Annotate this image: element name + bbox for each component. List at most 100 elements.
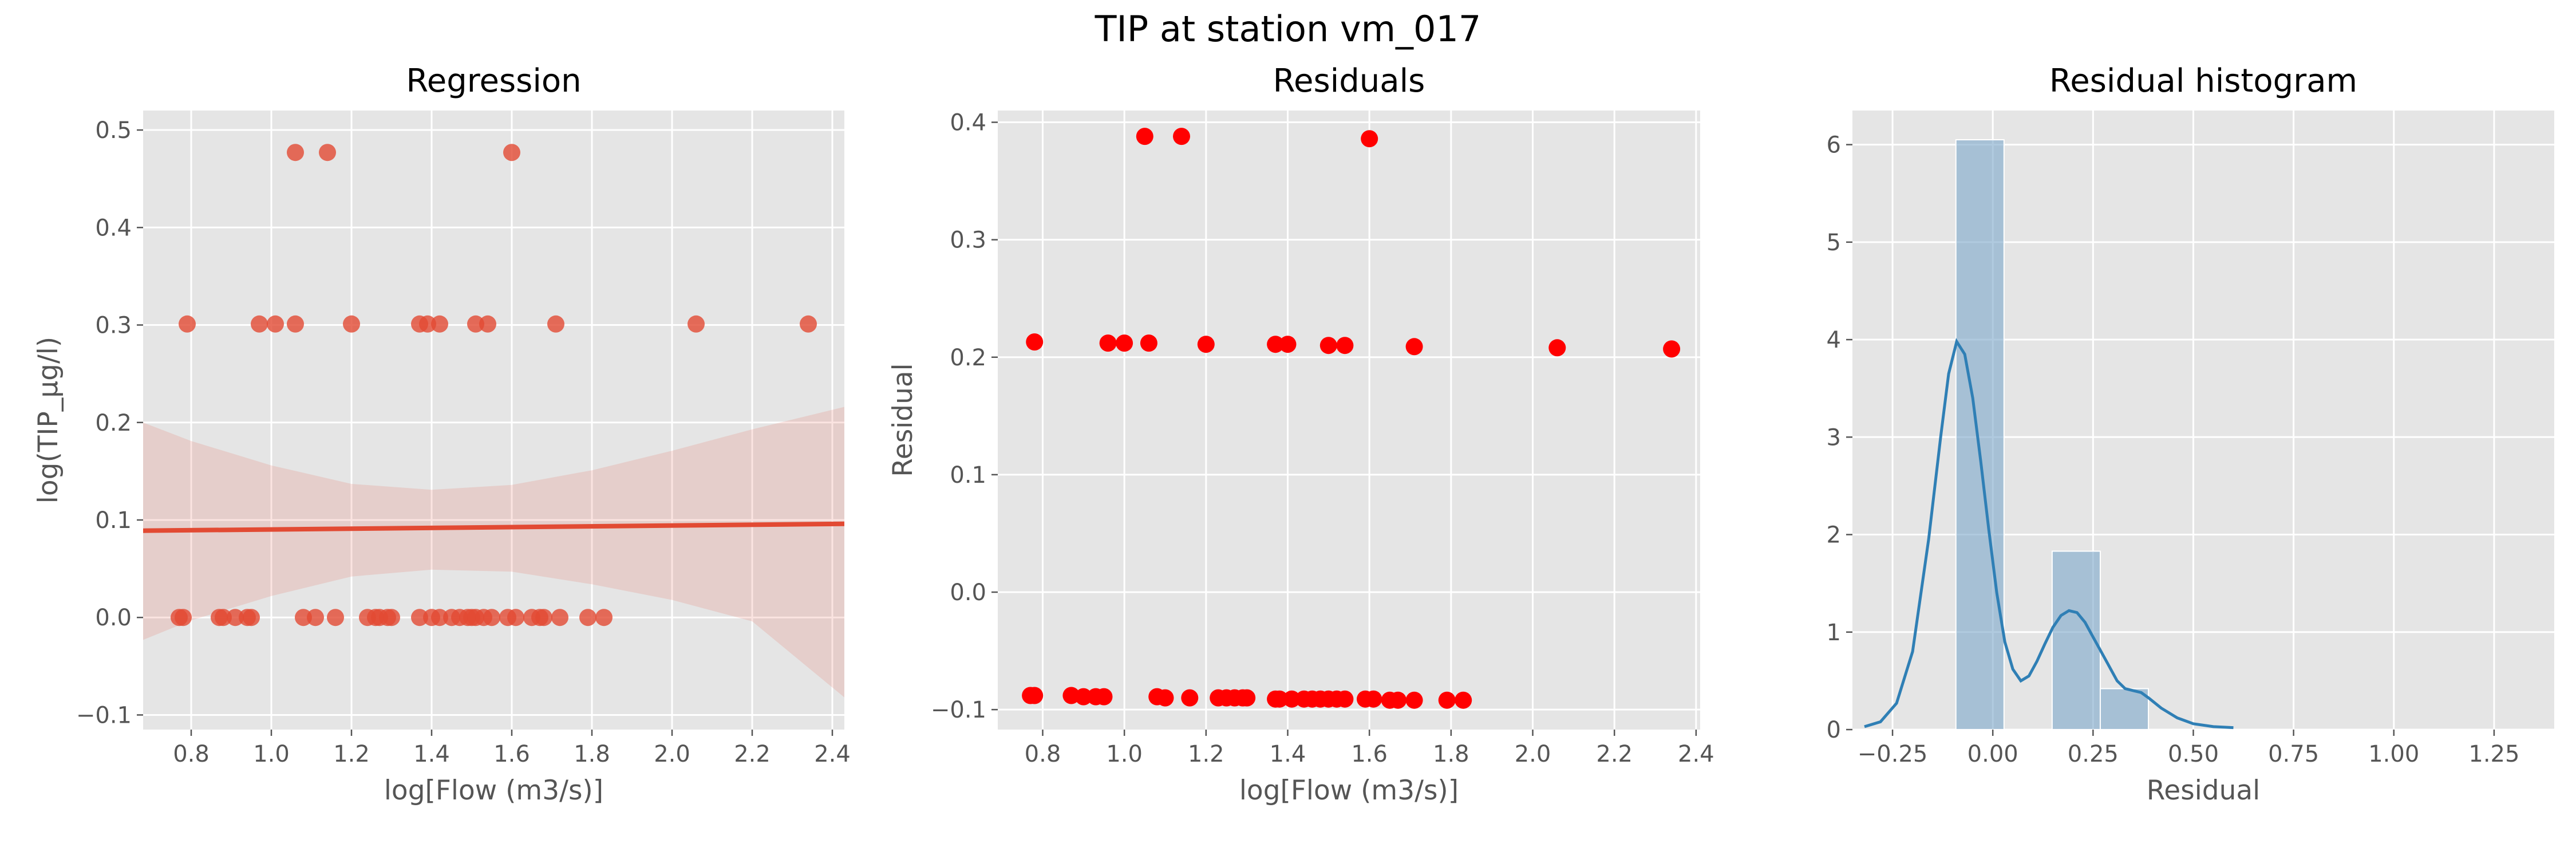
residuals-panel (998, 111, 1700, 730)
residual-point (1099, 334, 1117, 352)
data-point (431, 315, 448, 333)
histogram-y-tick-label: 6 (1827, 132, 1841, 159)
histogram-x-tick-label: 1.00 (2368, 741, 2419, 767)
regression-y-tick-label: 0.0 (95, 605, 132, 631)
data-point (295, 609, 312, 626)
data-point (479, 315, 496, 333)
data-point (595, 609, 613, 626)
regression-x-tick-label: 2.2 (734, 741, 771, 767)
regression-x-axis-label: log[Flow (m3/s)] (384, 775, 603, 806)
data-point (175, 609, 192, 626)
residual-point (1026, 687, 1044, 704)
histogram-y-tick-label: 2 (1827, 522, 1841, 549)
residual-point (1405, 338, 1423, 356)
residuals-y-tick-label: 0.2 (950, 345, 986, 371)
regression-y-tick-label: 0.2 (95, 410, 132, 436)
residual-point (1548, 339, 1566, 357)
residuals-y-tick-label: −0.1 (931, 697, 986, 723)
regression-x-tick-label: 1.6 (493, 741, 530, 767)
regression-marks (143, 144, 844, 698)
residual-point (1336, 337, 1354, 354)
histogram-y-tick-label: 4 (1827, 327, 1841, 353)
residuals-x-tick-label: 1.2 (1188, 741, 1224, 767)
histogram-y-tick-label: 1 (1827, 620, 1841, 646)
residuals-title: Residuals (1273, 62, 1425, 100)
regression-x-tick-label: 0.8 (173, 741, 210, 767)
confidence-band (143, 407, 844, 698)
residual-point (1336, 690, 1354, 708)
data-point (267, 315, 284, 333)
residuals-marks (1022, 128, 1681, 709)
data-point (411, 609, 428, 626)
data-point (215, 609, 232, 626)
histogram-y-tick-label: 3 (1827, 424, 1841, 451)
residuals-y-tick-label: 0.1 (950, 462, 986, 488)
kde-curve (1864, 338, 2234, 730)
residuals-x-tick-label: 2.4 (1678, 741, 1714, 767)
residual-point (1271, 690, 1289, 708)
residual-point (1173, 128, 1190, 145)
residual-point (1361, 130, 1378, 148)
residuals-x-tick-label: 2.0 (1515, 741, 1551, 767)
histogram-x-tick-label: −0.25 (1858, 741, 1928, 767)
plot-regression: 0.8 1.0 1.2 1.4 1.6 1.8 2.0 2.2 2.4 −0.1 0.0 0.1 0.2… (33, 62, 851, 806)
histogram-x-tick-label: 0.50 (2168, 741, 2219, 767)
regression-title: Regression (406, 62, 581, 100)
regression-panel (143, 111, 844, 730)
residuals-x-tick-label: 1.6 (1351, 741, 1388, 767)
histogram-x-axis-label: Residual (2147, 775, 2261, 806)
residual-point (1279, 336, 1297, 353)
regression-x-tick-label: 1.0 (253, 741, 290, 767)
histogram-y-tick-label: 5 (1827, 230, 1841, 256)
figure-title: TIP at station vm_017 (1095, 8, 1481, 50)
residual-point (1095, 688, 1113, 706)
data-point (243, 609, 260, 626)
regression-y-tick-label: 0.3 (95, 313, 132, 339)
regression-x-tick-label: 1.8 (574, 741, 610, 767)
data-point (179, 315, 196, 333)
residual-point (1181, 689, 1199, 707)
histogram-y-tick-label: 0 (1827, 717, 1841, 743)
regression-y-tick-label: −0.1 (76, 702, 132, 728)
data-point (287, 144, 304, 161)
data-point (467, 315, 484, 333)
data-point (551, 609, 568, 626)
residuals-x-axis-label: log[Flow (m3/s)] (1239, 775, 1459, 806)
data-point (419, 315, 436, 333)
residual-point (1405, 691, 1423, 709)
residual-point (1319, 337, 1337, 354)
residual-point (1197, 336, 1215, 353)
residuals-x-tick-label: 1.0 (1106, 741, 1143, 767)
residuals-x-tick-label: 2.2 (1596, 741, 1633, 767)
residual-point (1455, 691, 1472, 709)
residual-point (1136, 128, 1153, 145)
residuals-y-tick-label: 0.3 (950, 227, 986, 254)
data-point (547, 315, 564, 333)
residual-point (1365, 690, 1382, 708)
data-point (319, 144, 336, 161)
data-point (251, 315, 268, 333)
residual-point (1283, 690, 1301, 708)
data-point (431, 609, 448, 626)
data-point (579, 609, 596, 626)
data-point (307, 609, 324, 626)
residual-point (1074, 688, 1092, 706)
regression-x-tick-label: 2.0 (654, 741, 690, 767)
data-point (483, 609, 500, 626)
regression-y-axis-label: log(TIP_µg/l) (33, 337, 64, 503)
residual-point (1026, 333, 1044, 351)
residuals-x-tick-label: 0.8 (1025, 741, 1061, 767)
residual-point (1389, 691, 1407, 709)
regression-y-tick-label: 0.4 (95, 215, 132, 241)
histogram-x-tick-label: 0.25 (2068, 741, 2119, 767)
histogram-marks (1864, 139, 2234, 730)
data-point (507, 609, 524, 626)
residual-point (1140, 334, 1157, 352)
data-point (800, 315, 817, 333)
regression-y-tick-label: 0.1 (95, 507, 132, 534)
residuals-x-tick-label: 1.8 (1433, 741, 1469, 767)
regression-x-tick-label: 1.4 (413, 741, 450, 767)
residual-point (1663, 340, 1681, 358)
residual-point (1267, 336, 1285, 353)
